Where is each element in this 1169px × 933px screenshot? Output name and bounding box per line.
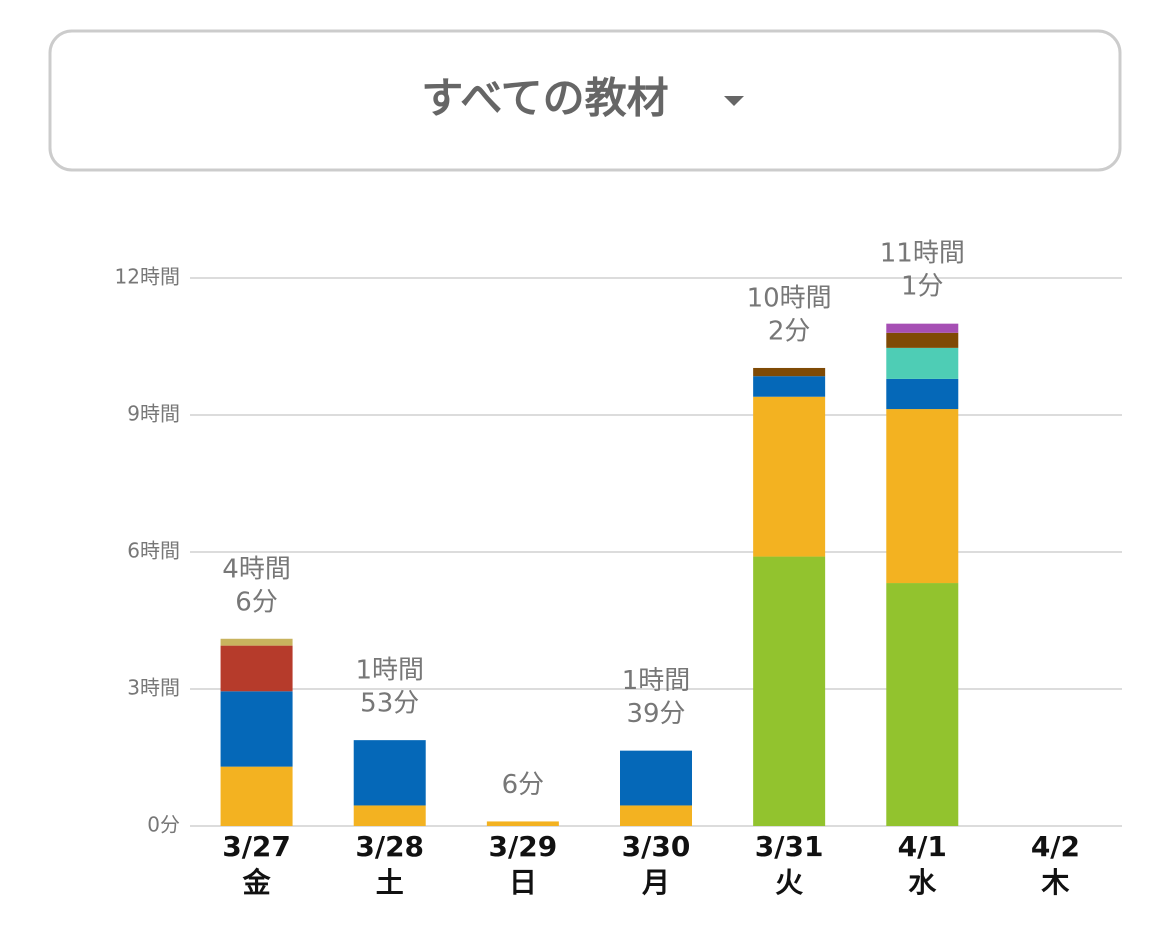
x-tick-weekday: 日 <box>509 866 537 899</box>
value-label: 6分 <box>235 587 278 617</box>
value-label: 53分 <box>360 689 419 719</box>
x-tick-weekday: 火 <box>775 866 803 899</box>
value-label: 11時間 <box>880 238 965 268</box>
x-tick-weekday: 金 <box>242 866 272 899</box>
x-tick-label: 3/31 <box>755 830 824 863</box>
y-tick-label: 12時間 <box>115 265 180 289</box>
bar-segment <box>886 583 959 826</box>
x-tick-weekday: 水 <box>908 866 937 899</box>
value-label: 39分 <box>626 699 685 729</box>
x-tick-label: 3/28 <box>355 830 424 863</box>
value-label: 1時間 <box>622 666 691 696</box>
value-label: 1時間 <box>355 656 424 686</box>
x-tick-label: 3/27 <box>222 830 291 863</box>
bar-segment <box>353 740 426 806</box>
bar-segment <box>220 766 293 826</box>
value-label: 6分 <box>502 770 545 800</box>
bar-segment <box>753 376 826 397</box>
bar-segment <box>886 332 959 348</box>
x-tick-weekday: 土 <box>376 866 404 899</box>
bar-segment <box>220 638 293 646</box>
bar-segment <box>886 409 959 584</box>
dropdown-box[interactable] <box>48 29 1122 172</box>
bar-segment <box>753 367 826 377</box>
value-label: 4時間 <box>222 554 291 584</box>
bar-segment <box>886 323 959 333</box>
bar-segment <box>620 750 692 806</box>
x-tick-weekday: 木 <box>1040 866 1069 899</box>
y-tick-label: 6時間 <box>127 539 180 563</box>
dropdown[interactable]: すべての教材 <box>48 29 1122 172</box>
bar-segment <box>753 556 826 826</box>
bar-segment <box>486 821 559 826</box>
bar-segment <box>353 805 426 826</box>
value-label: 10時間 <box>747 283 832 313</box>
dropdown-title[interactable]: すべての教材 <box>421 74 668 123</box>
bar-segment <box>620 805 692 826</box>
value-label: 2分 <box>768 316 811 346</box>
bar-segment <box>753 396 826 557</box>
x-tick-label: 4/1 <box>898 830 947 863</box>
bar-segment <box>220 691 293 767</box>
y-tick-label: 0分 <box>147 813 180 837</box>
x-tick-label: 3/30 <box>622 830 691 863</box>
bar-segment <box>220 645 293 692</box>
value-label: 1分 <box>901 271 944 301</box>
bar-segment <box>886 347 959 379</box>
x-tick-label: 3/29 <box>489 830 558 863</box>
x-tick-weekday: 月 <box>641 866 670 899</box>
x-tick-label: 4/2 <box>1031 830 1080 863</box>
dropdown-arrow[interactable] <box>724 96 744 106</box>
bar-segment <box>886 378 959 410</box>
y-tick-label: 9時間 <box>127 402 180 426</box>
y-tick-label: 3時間 <box>127 676 180 700</box>
